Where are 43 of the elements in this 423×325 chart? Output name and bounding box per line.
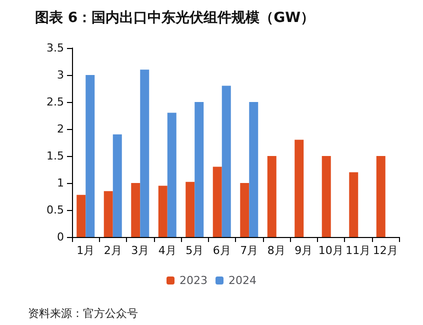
bar	[140, 70, 150, 237]
bar	[76, 194, 86, 237]
y-tick-label: 2.5	[46, 96, 64, 108]
y-tick-label: 3.5	[46, 42, 64, 54]
y-tick-label: 1.5	[46, 150, 64, 162]
x-tick-label: 9月	[294, 244, 313, 257]
y-tick-label: 0	[57, 230, 64, 244]
bar	[86, 75, 95, 237]
bar	[104, 191, 113, 237]
x-tick-label: 3月	[131, 244, 150, 257]
bar	[112, 134, 122, 237]
bar	[249, 102, 258, 237]
y-tick-label: 0.5	[46, 204, 64, 216]
x-tick-label: 8月	[267, 244, 286, 257]
bar	[186, 182, 195, 237]
x-tick-label: 12月	[372, 244, 398, 257]
bar	[376, 156, 386, 237]
bar	[131, 183, 140, 237]
x-tick-label: 5月	[186, 244, 204, 257]
y-tick-label: 1	[57, 176, 64, 190]
legend-label: 2023	[180, 274, 208, 287]
y-tick-label: 2	[57, 122, 64, 136]
x-tick-label: 11月	[346, 244, 371, 257]
bar	[194, 102, 204, 237]
bar	[322, 156, 331, 237]
x-tick-label: 6月	[212, 244, 231, 257]
bar	[158, 186, 168, 237]
legend-label: 2024	[228, 274, 256, 287]
x-tick-label: 7月	[240, 244, 258, 257]
x-tick-label: 2月	[104, 244, 122, 257]
chart-title: 图表 6：国内出口中东光伏组件规模（GW）	[35, 9, 315, 26]
bar	[240, 183, 250, 237]
x-tick-label: 4月	[158, 244, 176, 257]
bar	[212, 166, 222, 237]
text: 资料来源：官方公众号	[28, 307, 138, 320]
bar	[167, 112, 176, 237]
x-tick-label: 10月	[318, 244, 344, 257]
bar	[267, 156, 276, 237]
bar	[294, 140, 304, 237]
x-tick-label: 1月	[76, 244, 95, 257]
y-tick-label: 3	[57, 68, 64, 82]
bar	[349, 172, 358, 237]
bar	[222, 86, 231, 237]
